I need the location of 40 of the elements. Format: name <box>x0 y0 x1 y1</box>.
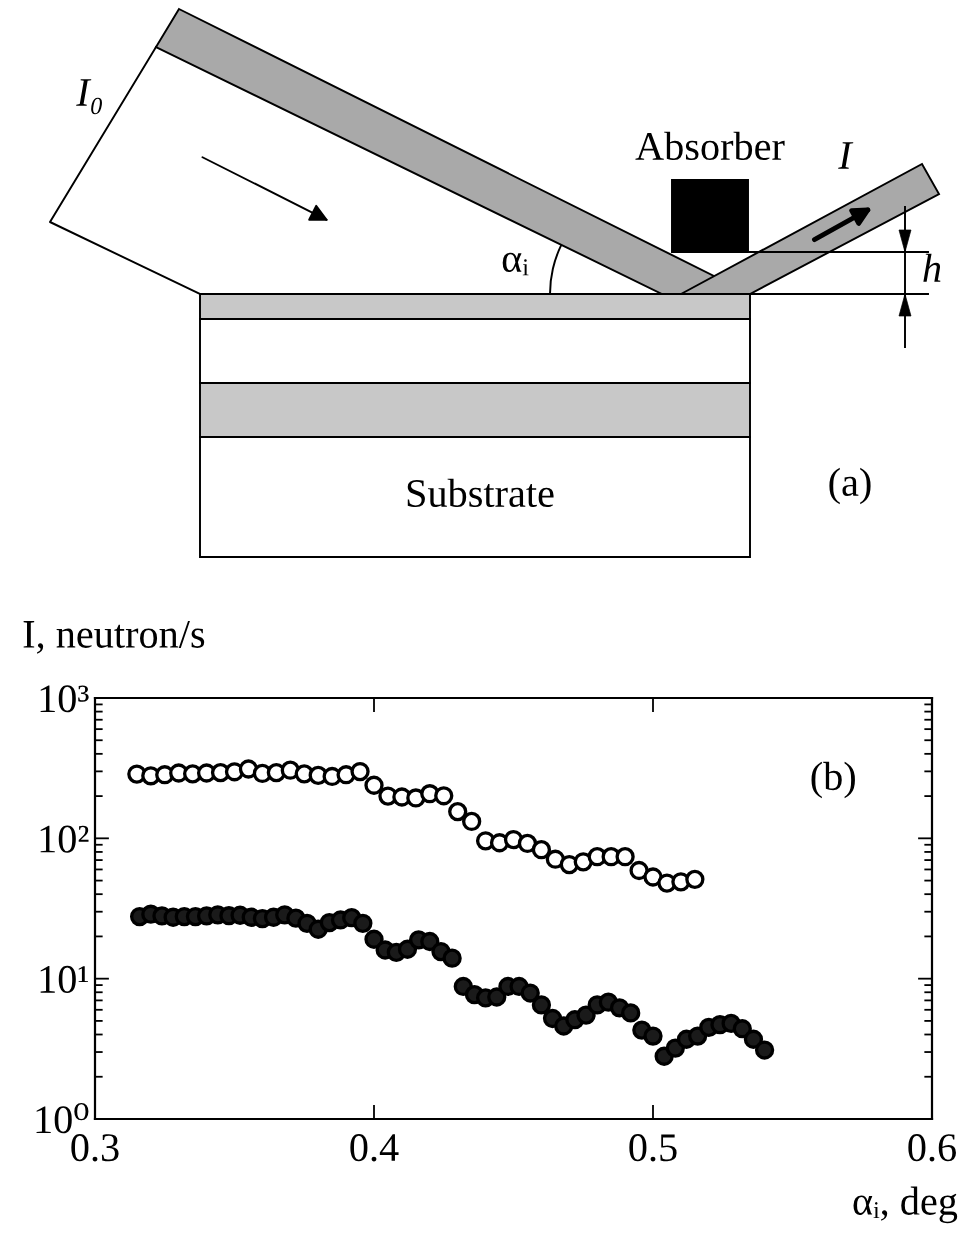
point <box>520 983 540 1003</box>
y-tick-label: 10³ <box>40 685 89 713</box>
point <box>448 801 468 822</box>
text: I₀ <box>76 79 102 115</box>
point <box>487 987 507 1007</box>
x-tick-label: 0.3 <box>71 1134 119 1162</box>
point <box>615 847 635 867</box>
point <box>685 869 705 890</box>
point <box>461 811 482 832</box>
text: I <box>838 142 854 169</box>
point <box>434 786 454 806</box>
text: (a) <box>829 467 871 505</box>
point <box>350 761 370 782</box>
point <box>364 929 384 949</box>
y-tick-label: 10² <box>40 825 89 853</box>
point <box>353 913 373 933</box>
y-tick-label: 10⁰ <box>36 1103 89 1134</box>
text: Absorber <box>635 131 785 161</box>
x-axis-title: αᵢ, deg <box>853 1186 958 1224</box>
point <box>621 1003 641 1023</box>
point <box>364 775 384 795</box>
text: Substrate <box>407 478 554 508</box>
point <box>643 1026 663 1046</box>
text: h <box>923 253 941 282</box>
x-tick-label: 0.4 <box>350 1134 399 1162</box>
point <box>576 1005 596 1025</box>
point <box>754 1040 775 1060</box>
y-tick-label: 10¹ <box>40 965 89 994</box>
point <box>442 948 462 968</box>
point <box>743 1029 764 1049</box>
x-tick-label: 0.5 <box>629 1134 677 1162</box>
point <box>732 1019 752 1039</box>
text: αᵢ <box>502 252 529 276</box>
point <box>531 995 552 1015</box>
x-tick-label: 0.6 <box>908 1134 956 1162</box>
annotation: (b) <box>811 761 855 799</box>
point <box>629 860 649 881</box>
y-axis-title: I, neutron/s <box>23 620 205 654</box>
point <box>517 833 538 854</box>
point <box>531 840 552 860</box>
